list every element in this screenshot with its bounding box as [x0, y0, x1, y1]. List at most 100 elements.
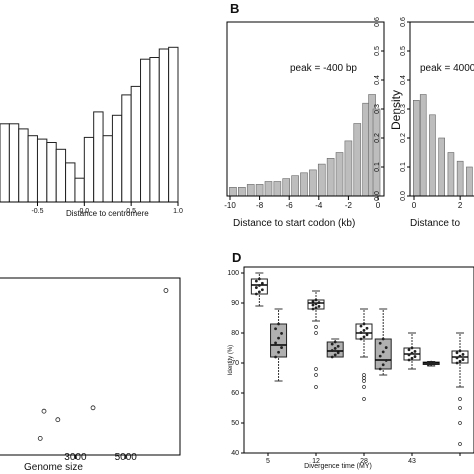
- histogram-bar: [83, 136, 95, 203]
- panel-d-ylabel: Identity (%): [228, 345, 234, 375]
- outlier-point: [458, 397, 462, 401]
- x-tick-label: 3000: [64, 452, 87, 463]
- data-point: [410, 356, 414, 360]
- outlier-point: [362, 385, 366, 389]
- panel-b: B peak = -400 bp peak = 4000 Density -10…: [224, 1, 474, 229]
- density-bar: [447, 152, 455, 197]
- histogram-bar: [18, 128, 29, 203]
- outlier-point: [362, 376, 366, 380]
- data-point: [311, 307, 315, 311]
- y-tick-label: 0.1: [400, 162, 407, 172]
- data-point: [381, 350, 385, 354]
- data-point: [365, 333, 369, 337]
- outlier-point: [458, 442, 462, 446]
- data-point: [333, 347, 337, 350]
- data-point: [413, 355, 417, 358]
- data-point: [461, 353, 465, 356]
- data-point: [314, 302, 318, 306]
- x-tick-label: 43: [408, 458, 416, 465]
- y-tick-label: 100: [227, 270, 239, 277]
- scatter-point: [55, 417, 61, 423]
- density-bar: [438, 137, 445, 197]
- data-point: [274, 341, 277, 345]
- data-point: [359, 337, 363, 341]
- scatter-point: [163, 288, 169, 293]
- data-point: [458, 349, 462, 353]
- density-bar: [264, 181, 273, 197]
- data-point: [254, 279, 258, 283]
- panel-a: -0.5 0.0 0.5 1.0 Distance to centromere: [0, 46, 183, 218]
- y-tick-label: 0.3: [374, 104, 381, 114]
- x-tick-label: 5000: [115, 452, 138, 463]
- density-bar: [246, 184, 255, 197]
- panel-d-xlabel: Divergence time (MY): [304, 463, 372, 470]
- data-point: [260, 288, 264, 292]
- histogram-bar: [65, 162, 76, 203]
- panel-c-xlabel: Genome size: [24, 462, 83, 473]
- x-tick-label: -0.5: [31, 208, 43, 215]
- data-point: [254, 292, 258, 296]
- outlier-point: [314, 367, 318, 371]
- panel-b-xlabel: Distance to start codon (kb): [233, 218, 355, 229]
- data-point: [260, 281, 264, 285]
- outlier-point: [314, 385, 318, 389]
- data-point: [429, 360, 433, 364]
- data-point: [365, 326, 369, 330]
- histogram-bar: [158, 48, 170, 203]
- histogram-bar: [8, 123, 20, 203]
- x-tick-label: 1.0: [173, 208, 183, 215]
- data-point: [407, 348, 411, 352]
- data-point: [280, 346, 283, 349]
- data-point: [274, 355, 277, 359]
- outlier-point: [458, 406, 462, 410]
- x-tick-label: 0.0: [79, 208, 89, 215]
- outlier-point: [362, 373, 366, 377]
- density-bar: [344, 140, 353, 197]
- density-bar: [372, 108, 381, 197]
- data-point: [277, 322, 280, 326]
- data-point: [362, 335, 366, 339]
- data-point: [257, 277, 261, 281]
- data-point: [311, 299, 315, 303]
- outlier-point: [458, 421, 462, 425]
- histogram-bar: [149, 57, 160, 203]
- data-point: [336, 344, 340, 348]
- panel-c: 3000 5000 Genome size: [0, 277, 181, 473]
- x-tick-label: 0.5: [126, 208, 136, 215]
- panel-d-frame: [243, 266, 474, 454]
- x-tick-label: -2: [345, 201, 353, 210]
- x-tick-label: 5: [266, 458, 270, 465]
- histogram-bar: [121, 94, 132, 203]
- density-bar: [413, 100, 420, 197]
- data-point: [378, 367, 382, 371]
- data-point: [280, 332, 283, 335]
- x-tick-label: 2: [458, 201, 463, 210]
- density-bar: [255, 184, 264, 197]
- histogram-bar: [55, 148, 67, 203]
- outlier-point: [314, 325, 318, 329]
- density-bar: [291, 175, 299, 197]
- y-tick-label: 50: [231, 420, 239, 427]
- x-tick-label: 28: [360, 458, 368, 465]
- data-point: [378, 354, 382, 358]
- scatter-point: [90, 405, 96, 411]
- density-bar: [429, 114, 436, 197]
- data-point: [317, 301, 321, 304]
- data-point: [333, 340, 337, 344]
- y-tick-label: 80: [231, 330, 239, 337]
- histogram-bar: [93, 111, 104, 203]
- data-point: [277, 336, 280, 340]
- data-point: [461, 358, 465, 361]
- density-bar: [300, 172, 308, 197]
- data-point: [432, 361, 436, 365]
- data-point: [407, 358, 411, 362]
- peak-label-2: peak = 4000: [420, 63, 474, 74]
- histogram-bar: [46, 142, 57, 203]
- y-tick-label: 0.2: [400, 133, 407, 143]
- scatter-point: [37, 435, 43, 441]
- data-point: [458, 354, 462, 358]
- data-point: [381, 337, 385, 341]
- data-point: [359, 324, 363, 328]
- data-point: [330, 342, 334, 346]
